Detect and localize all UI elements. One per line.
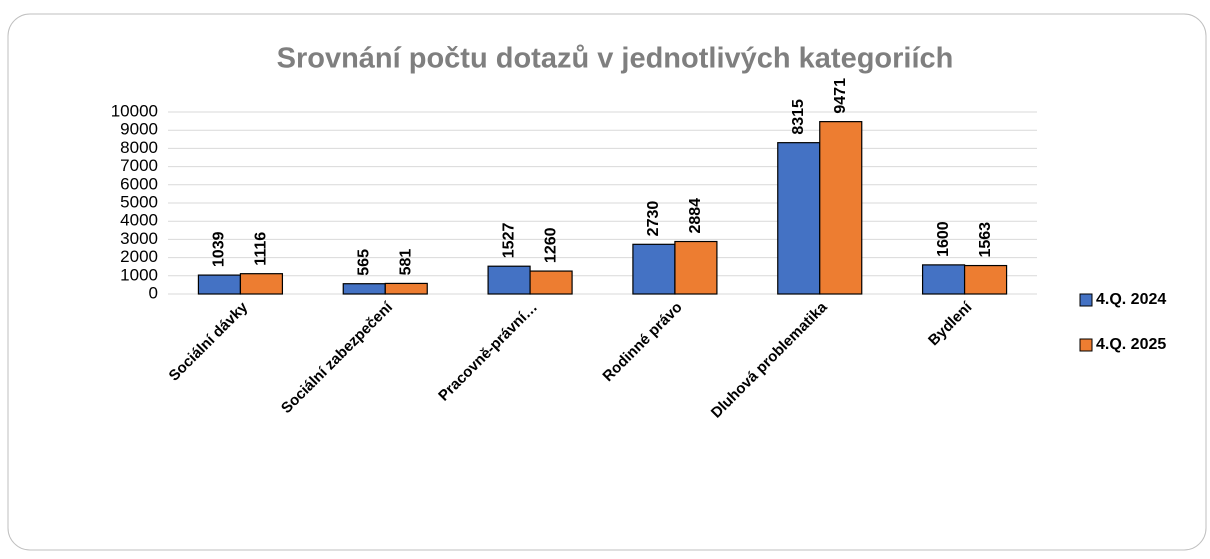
y-tick-label: 4000 [120, 211, 158, 230]
bar [674, 240, 718, 295]
chart-title: Srovnání počtu dotazů v jednotlivých kat… [277, 43, 954, 75]
bar [963, 264, 1008, 295]
bar [819, 121, 863, 295]
bar [529, 270, 573, 295]
data-label: 1600 [935, 221, 952, 257]
data-label: 2884 [687, 198, 704, 234]
bar [632, 243, 676, 295]
y-tick-label: 10000 [111, 101, 158, 120]
data-label: 581 [397, 249, 414, 276]
data-label: 1563 [977, 222, 994, 258]
y-tick-label: 9000 [120, 120, 158, 139]
legend-swatch [1079, 293, 1093, 307]
bar [777, 142, 821, 295]
bar [487, 265, 531, 295]
data-label: 8315 [790, 99, 807, 135]
y-tick-label: 8000 [120, 138, 158, 157]
bar [197, 274, 242, 295]
y-tick-label: 2000 [120, 247, 158, 266]
y-tick-label: 1000 [120, 265, 158, 284]
legend-label: 4.Q. 2024 [1096, 291, 1166, 308]
bar [239, 273, 284, 295]
y-tick-label: 6000 [120, 174, 158, 193]
data-label: 565 [355, 249, 372, 276]
data-label: 2730 [645, 201, 662, 237]
y-tick-label: 0 [149, 283, 158, 302]
legend-swatch [1079, 338, 1093, 352]
data-label: 1039 [211, 231, 228, 267]
y-tick-label: 5000 [120, 192, 158, 211]
chart-border [7, 13, 1207, 551]
bar [921, 264, 966, 295]
y-tick-label: 3000 [120, 229, 158, 248]
y-tick-label: 7000 [120, 156, 158, 175]
data-label: 1260 [542, 227, 559, 263]
data-label: 1527 [500, 223, 517, 259]
legend-label: 4.Q. 2025 [1096, 336, 1166, 353]
bar [384, 282, 428, 295]
data-label: 9471 [832, 78, 849, 114]
bar [342, 283, 386, 295]
data-label: 1116 [253, 232, 270, 266]
